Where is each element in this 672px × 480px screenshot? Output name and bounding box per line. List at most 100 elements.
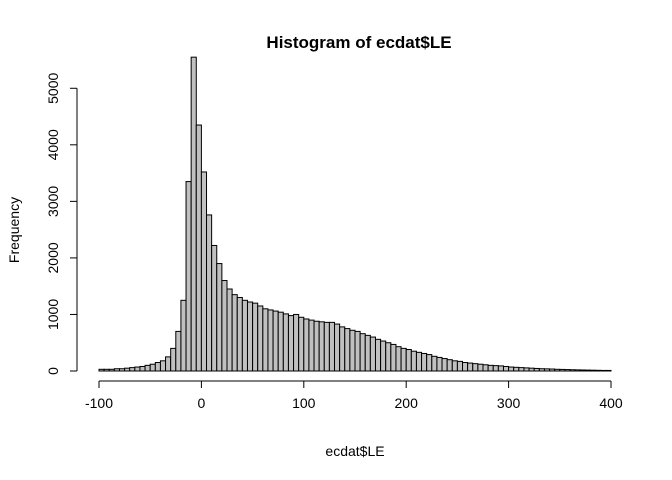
histogram-bar xyxy=(605,369,612,372)
histogram-bar xyxy=(113,368,120,372)
histogram-bar xyxy=(221,280,228,372)
y-tick-label: 1000 xyxy=(45,299,61,330)
histogram-bar xyxy=(492,365,499,372)
histogram-bar xyxy=(103,368,110,372)
histogram-bar xyxy=(590,369,597,372)
histogram-bar xyxy=(477,363,484,372)
histogram-bar xyxy=(287,315,295,372)
histogram-bar xyxy=(211,244,218,372)
histogram-bar xyxy=(252,302,259,372)
histogram-bar xyxy=(344,328,351,372)
histogram-bar xyxy=(600,369,607,372)
histogram-bar xyxy=(462,362,469,372)
histogram-bar xyxy=(436,356,443,372)
histogram-bar xyxy=(272,310,279,372)
chart-title: Histogram of ecdat$LE xyxy=(266,33,451,52)
histogram-bar xyxy=(149,363,156,372)
histogram-bar xyxy=(267,309,274,372)
y-tick-label: 3000 xyxy=(45,186,61,217)
histogram-bar xyxy=(226,288,233,372)
x-tick-label: 100 xyxy=(292,395,316,411)
histogram-bar xyxy=(298,316,305,372)
histogram-bar xyxy=(180,299,187,372)
histogram-bar xyxy=(528,367,535,372)
histogram-bar xyxy=(293,313,300,372)
histogram-bar xyxy=(395,346,402,372)
histogram-bar xyxy=(262,308,269,372)
histogram-bar xyxy=(380,340,387,372)
histogram-bar xyxy=(195,124,202,372)
histogram-bar xyxy=(241,299,248,372)
histogram-bar xyxy=(400,347,407,372)
y-axis-label: Frequency xyxy=(6,197,22,263)
histogram-bar xyxy=(318,321,325,372)
y-tick-label: 4000 xyxy=(45,129,61,160)
histogram-bar xyxy=(328,321,336,372)
bars-group xyxy=(98,56,612,372)
histogram-bar xyxy=(364,334,371,372)
histogram-bar xyxy=(139,365,146,372)
histogram-bar xyxy=(513,366,520,372)
histogram-bar xyxy=(236,296,243,372)
y-tick-label: 5000 xyxy=(45,72,61,103)
x-axis-label: ecdat$LE xyxy=(325,443,384,459)
histogram-bar xyxy=(323,321,330,372)
histogram-bar xyxy=(574,369,581,372)
histogram-bar xyxy=(456,360,464,372)
histogram-bar xyxy=(487,364,494,372)
histogram-bar xyxy=(369,336,376,372)
histogram-bar xyxy=(549,368,556,372)
x-tick-label: 300 xyxy=(497,395,521,411)
histogram-bar xyxy=(374,338,382,372)
histogram-bar xyxy=(124,367,131,372)
histogram-bar xyxy=(467,362,474,372)
histogram-bar xyxy=(246,301,254,372)
histogram-bar xyxy=(569,369,576,372)
histogram-bar xyxy=(415,351,423,372)
histogram-bar xyxy=(257,305,264,372)
histogram-bar xyxy=(216,263,223,372)
histogram-bar xyxy=(185,181,192,372)
histogram-bar xyxy=(170,347,177,372)
histogram-bar xyxy=(584,369,592,372)
histogram-bar xyxy=(523,367,530,372)
histogram-bar xyxy=(159,360,167,372)
y-tick-label: 0 xyxy=(45,367,61,375)
histogram-bar xyxy=(339,326,346,372)
histogram-bar xyxy=(595,369,602,372)
histogram-bar xyxy=(303,318,310,372)
histogram-bar xyxy=(472,363,479,372)
histogram-bar xyxy=(231,294,238,372)
histogram-bar xyxy=(405,349,412,372)
histogram-bar xyxy=(98,368,105,372)
histogram-bar xyxy=(134,366,141,372)
histogram-bar xyxy=(354,330,361,372)
histogram-bar xyxy=(543,368,551,372)
histogram-bar xyxy=(313,320,320,372)
x-tick-label: 200 xyxy=(395,395,419,411)
histogram-bar xyxy=(518,367,525,372)
histogram-bar xyxy=(446,359,453,372)
histogram-bar xyxy=(533,367,540,372)
histogram-bar xyxy=(385,342,392,372)
histogram-bar xyxy=(349,329,356,372)
histogram-bar xyxy=(129,367,136,372)
histogram-bar xyxy=(508,366,515,372)
histogram-bar xyxy=(538,368,545,372)
histogram-bar xyxy=(359,333,366,372)
histogram-bar xyxy=(431,355,438,372)
x-tick-label: -100 xyxy=(85,395,113,411)
histogram-bar xyxy=(497,365,504,372)
histogram-bar xyxy=(277,311,284,372)
y-axis: 0 1000 2000 3000 4000 5000 xyxy=(45,72,78,375)
x-axis: -100 0 100 200 300 400 xyxy=(85,380,623,411)
x-tick-label: 400 xyxy=(599,395,623,411)
y-tick-label: 2000 xyxy=(45,242,61,273)
histogram-bar xyxy=(308,319,315,372)
histogram-bar xyxy=(554,368,561,372)
x-tick-label: 0 xyxy=(198,395,206,411)
histogram-bar xyxy=(410,350,417,372)
histogram-bar xyxy=(421,352,428,372)
histogram-bar xyxy=(426,354,433,372)
histogram-bar xyxy=(334,323,341,372)
